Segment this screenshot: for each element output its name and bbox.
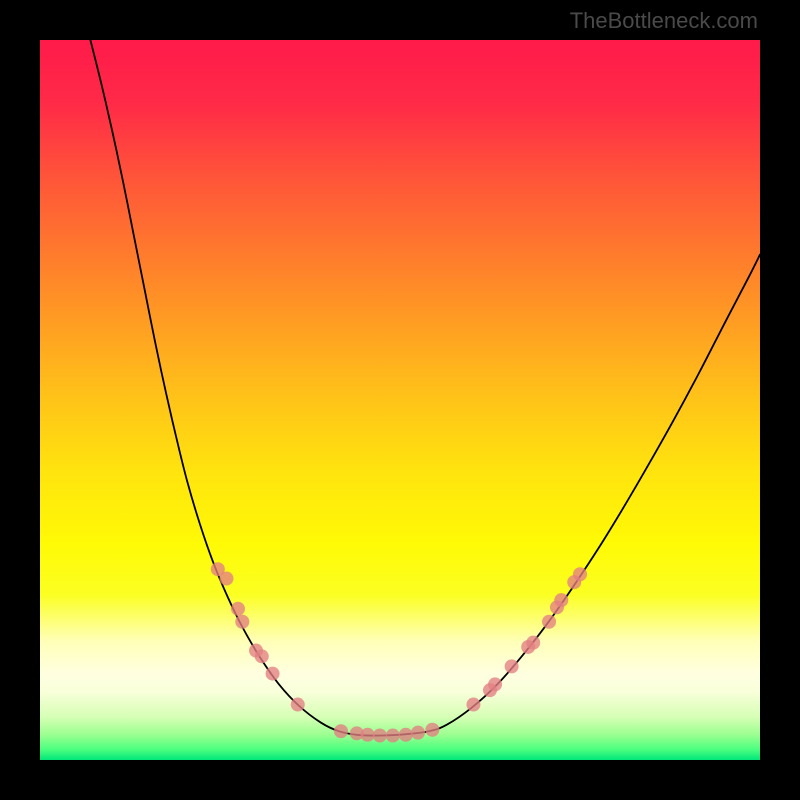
data-marker: [554, 593, 568, 607]
data-marker: [399, 728, 413, 742]
data-marker: [542, 615, 556, 629]
data-marker: [334, 724, 348, 738]
data-marker: [373, 729, 387, 743]
data-marker: [255, 649, 269, 663]
data-marker: [425, 723, 439, 737]
data-marker: [291, 698, 305, 712]
data-marker: [488, 677, 502, 691]
data-marker: [361, 728, 375, 742]
data-marker: [526, 636, 540, 650]
data-marker: [573, 567, 587, 581]
data-marker: [505, 659, 519, 673]
data-marker: [235, 615, 249, 629]
watermark-text: TheBottleneck.com: [570, 8, 758, 34]
data-marker: [266, 667, 280, 681]
data-marker: [466, 698, 480, 712]
data-marker: [231, 602, 245, 616]
data-marker: [411, 726, 425, 740]
chart-svg: [0, 0, 800, 800]
data-marker: [219, 572, 233, 586]
plot-area: [40, 40, 760, 760]
data-marker: [386, 729, 400, 743]
